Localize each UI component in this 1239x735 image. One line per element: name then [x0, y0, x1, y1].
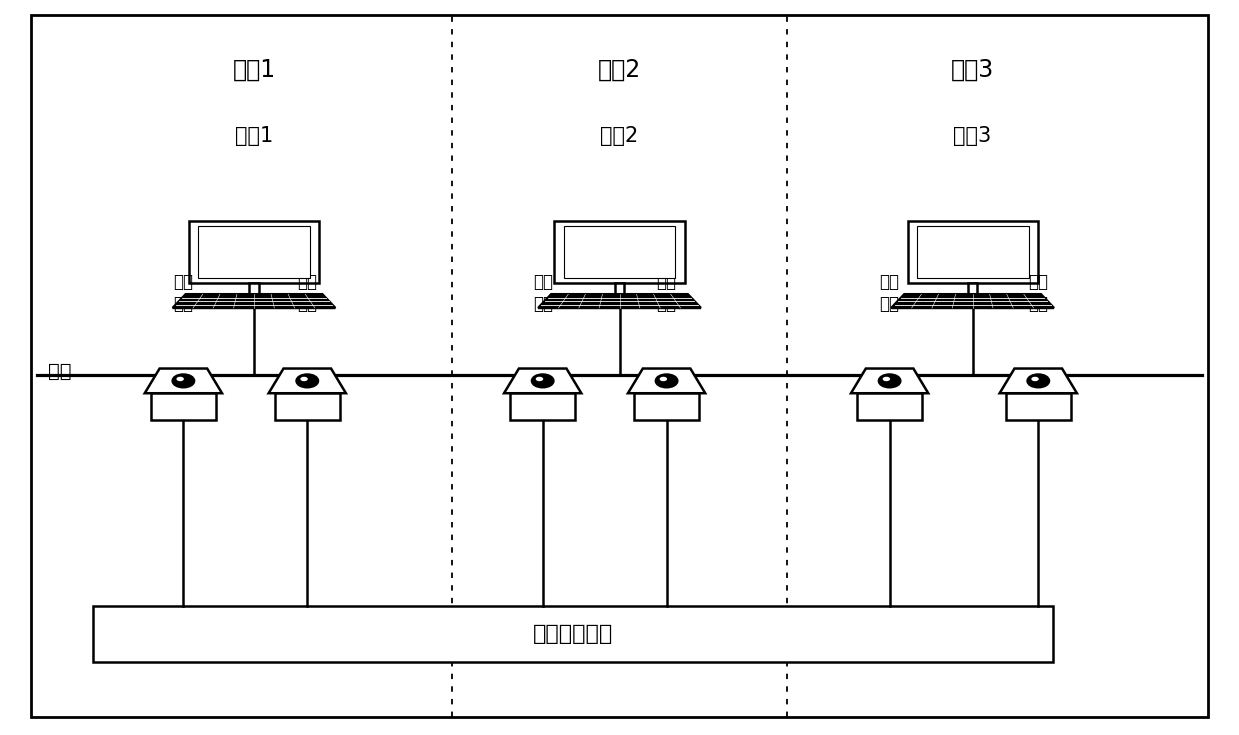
Polygon shape: [1000, 368, 1077, 393]
Bar: [634, 393, 699, 420]
Text: 加量
设备: 加量 设备: [1028, 273, 1048, 313]
Bar: [151, 393, 216, 420]
Circle shape: [659, 377, 667, 381]
Bar: [907, 220, 1037, 283]
Polygon shape: [145, 368, 222, 393]
Polygon shape: [269, 368, 346, 393]
Text: 采集
装置: 采集 装置: [173, 273, 193, 313]
Text: 采集
装置: 采集 装置: [880, 273, 900, 313]
Text: 加量
设备: 加量 设备: [297, 273, 317, 313]
Text: 电力试验设备: 电力试验设备: [533, 624, 613, 644]
Text: 电脑1: 电脑1: [235, 126, 273, 146]
Text: 主网: 主网: [48, 362, 72, 381]
Text: 加量
设备: 加量 设备: [657, 273, 676, 313]
Circle shape: [172, 375, 195, 387]
Bar: [554, 220, 684, 283]
Text: 场地2: 场地2: [598, 58, 641, 82]
Polygon shape: [891, 294, 1054, 308]
Text: 电脑2: 电脑2: [601, 126, 638, 146]
Text: 场地1: 场地1: [233, 58, 275, 82]
Bar: [198, 226, 310, 278]
Bar: [510, 393, 575, 420]
Circle shape: [176, 377, 183, 381]
Text: 电脑3: 电脑3: [954, 126, 991, 146]
Polygon shape: [851, 368, 928, 393]
Bar: [857, 393, 922, 420]
Bar: [615, 283, 624, 294]
Bar: [968, 283, 978, 294]
Circle shape: [878, 375, 901, 387]
Polygon shape: [504, 368, 581, 393]
Bar: [564, 226, 675, 278]
Circle shape: [535, 377, 543, 381]
Circle shape: [1027, 375, 1049, 387]
Polygon shape: [172, 294, 336, 308]
Circle shape: [300, 377, 307, 381]
Circle shape: [882, 377, 890, 381]
Bar: [93, 606, 1053, 662]
Bar: [917, 226, 1028, 278]
Bar: [275, 393, 339, 420]
Circle shape: [655, 375, 678, 387]
Text: 场地3: 场地3: [952, 58, 994, 82]
Circle shape: [296, 375, 318, 387]
Polygon shape: [538, 294, 701, 308]
Bar: [1006, 393, 1070, 420]
Text: 采集
装置: 采集 装置: [533, 273, 553, 313]
Circle shape: [1031, 377, 1038, 381]
Circle shape: [532, 375, 554, 387]
Polygon shape: [628, 368, 705, 393]
Bar: [188, 220, 320, 283]
Bar: [249, 283, 259, 294]
